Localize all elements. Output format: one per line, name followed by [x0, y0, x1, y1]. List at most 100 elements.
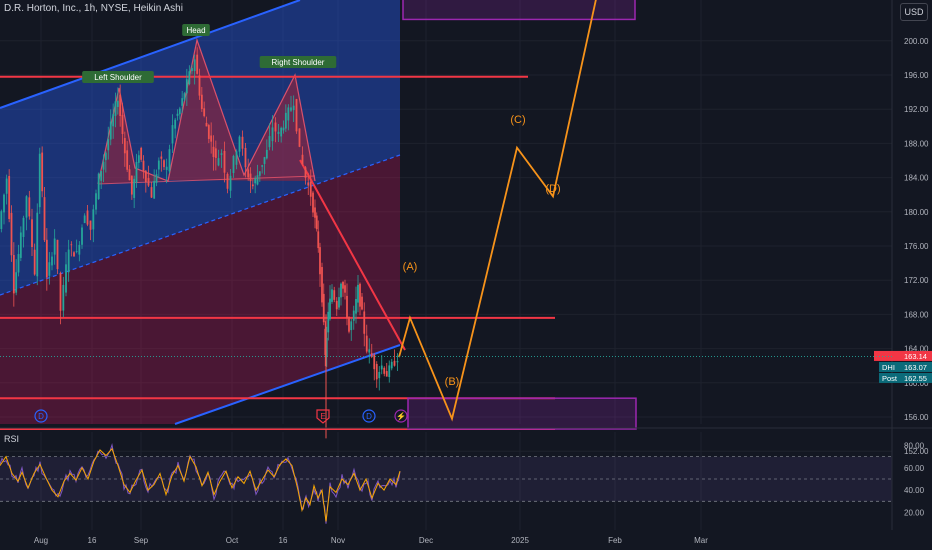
candle-body	[144, 170, 147, 183]
time-tick-label: Mar	[694, 536, 708, 545]
candle-body	[153, 180, 156, 199]
candle-body	[8, 175, 11, 219]
candle-body	[203, 108, 206, 117]
candle-body	[183, 93, 186, 100]
candle-body	[355, 298, 357, 314]
candle-body	[73, 252, 75, 257]
candle-body	[5, 178, 8, 194]
candle-body	[196, 54, 199, 74]
price-tick-label: 192.00	[904, 105, 929, 114]
time-tick-label: Aug	[34, 536, 48, 545]
price-tick-label: 180.00	[904, 208, 929, 217]
pattern-label: Left Shoulder	[94, 73, 142, 82]
candle-body	[185, 79, 188, 94]
price-tick-label: 196.00	[904, 71, 929, 80]
candle-body	[220, 153, 223, 155]
rsi-tick-label: 60.00	[904, 464, 925, 473]
wave-label: (A)	[403, 261, 418, 273]
candle-body	[212, 146, 215, 158]
pattern-label-bg	[259, 56, 337, 68]
candle-body	[95, 193, 97, 210]
candle-body	[176, 113, 179, 116]
candle-body	[86, 210, 89, 225]
pattern-label: Right Shoulder	[272, 58, 325, 67]
candle-body	[112, 114, 115, 127]
candle-body	[348, 316, 350, 332]
event-marker-label: ⚡	[396, 411, 406, 421]
candle-body	[363, 311, 366, 334]
price-tick-label: 200.00	[904, 37, 929, 46]
candle-body	[200, 94, 203, 109]
wave-projection-path	[398, 0, 597, 422]
candle-body	[28, 197, 31, 217]
candle-body	[373, 354, 376, 370]
candle-body	[205, 122, 208, 127]
target-box	[402, 0, 636, 21]
breakdown-trendline	[299, 159, 406, 351]
candle-body	[157, 160, 160, 170]
candle-body	[232, 155, 235, 174]
candle-body	[102, 161, 105, 170]
candle-body	[287, 107, 290, 121]
candle-body	[365, 335, 368, 352]
candle-body	[48, 262, 51, 276]
time-tick-label: Nov	[331, 536, 345, 545]
candle-body	[249, 173, 252, 182]
candle-body	[314, 207, 316, 218]
price-label-value: 163.07	[904, 363, 927, 372]
candle-body	[375, 363, 378, 380]
head-shoulders-fill	[98, 40, 315, 184]
candle-body	[188, 71, 191, 85]
candle-body	[163, 160, 165, 168]
candle-body	[324, 328, 327, 356]
pattern-label-bg	[82, 71, 154, 83]
candle-body	[290, 107, 292, 111]
candle-body	[17, 254, 20, 273]
candle-body	[56, 239, 59, 270]
time-tick-label: 16	[88, 536, 97, 545]
candle-body	[380, 365, 383, 370]
candle-body	[282, 127, 285, 131]
candle-body	[393, 360, 396, 366]
time-tick-label: Oct	[226, 536, 239, 545]
candle-body	[160, 156, 163, 159]
candle-body	[62, 284, 65, 311]
pattern-label-bg	[182, 24, 210, 36]
candle-body	[31, 219, 33, 248]
candle-body	[142, 160, 145, 172]
candle-body	[114, 101, 117, 116]
candle-body	[333, 290, 336, 300]
candle-body	[244, 147, 247, 168]
rsi-ma-line	[0, 447, 401, 522]
event-marker	[362, 409, 376, 423]
candle-body	[284, 112, 287, 129]
candle-body	[43, 197, 46, 241]
candle-body	[292, 105, 295, 111]
candle-body	[133, 178, 136, 198]
candle-body	[104, 152, 107, 161]
event-marker-label: E	[320, 412, 325, 421]
candle-body	[361, 296, 363, 310]
candle-body	[295, 99, 298, 132]
event-marker-label: D	[38, 412, 44, 421]
candle-body	[210, 135, 213, 142]
last-price-value: 163.14	[904, 352, 927, 361]
price-label-name: DHI	[882, 363, 895, 372]
rsi-tick-label: 40.00	[904, 486, 925, 495]
candle-body	[78, 244, 81, 255]
candle-body	[368, 349, 371, 353]
time-tick-label: Feb	[608, 536, 622, 545]
price-tick-label: 184.00	[904, 174, 929, 183]
candle-body	[342, 281, 344, 289]
wave-label: (B)	[445, 376, 460, 388]
candle-body	[15, 272, 18, 293]
candle-body	[301, 154, 304, 165]
currency-button[interactable]: USD	[900, 3, 928, 21]
candle-body	[268, 136, 271, 148]
candle-body	[128, 169, 131, 181]
candle-body	[265, 149, 268, 159]
candle-body	[126, 150, 129, 170]
candle-body	[25, 196, 28, 218]
candle-body	[251, 184, 254, 187]
